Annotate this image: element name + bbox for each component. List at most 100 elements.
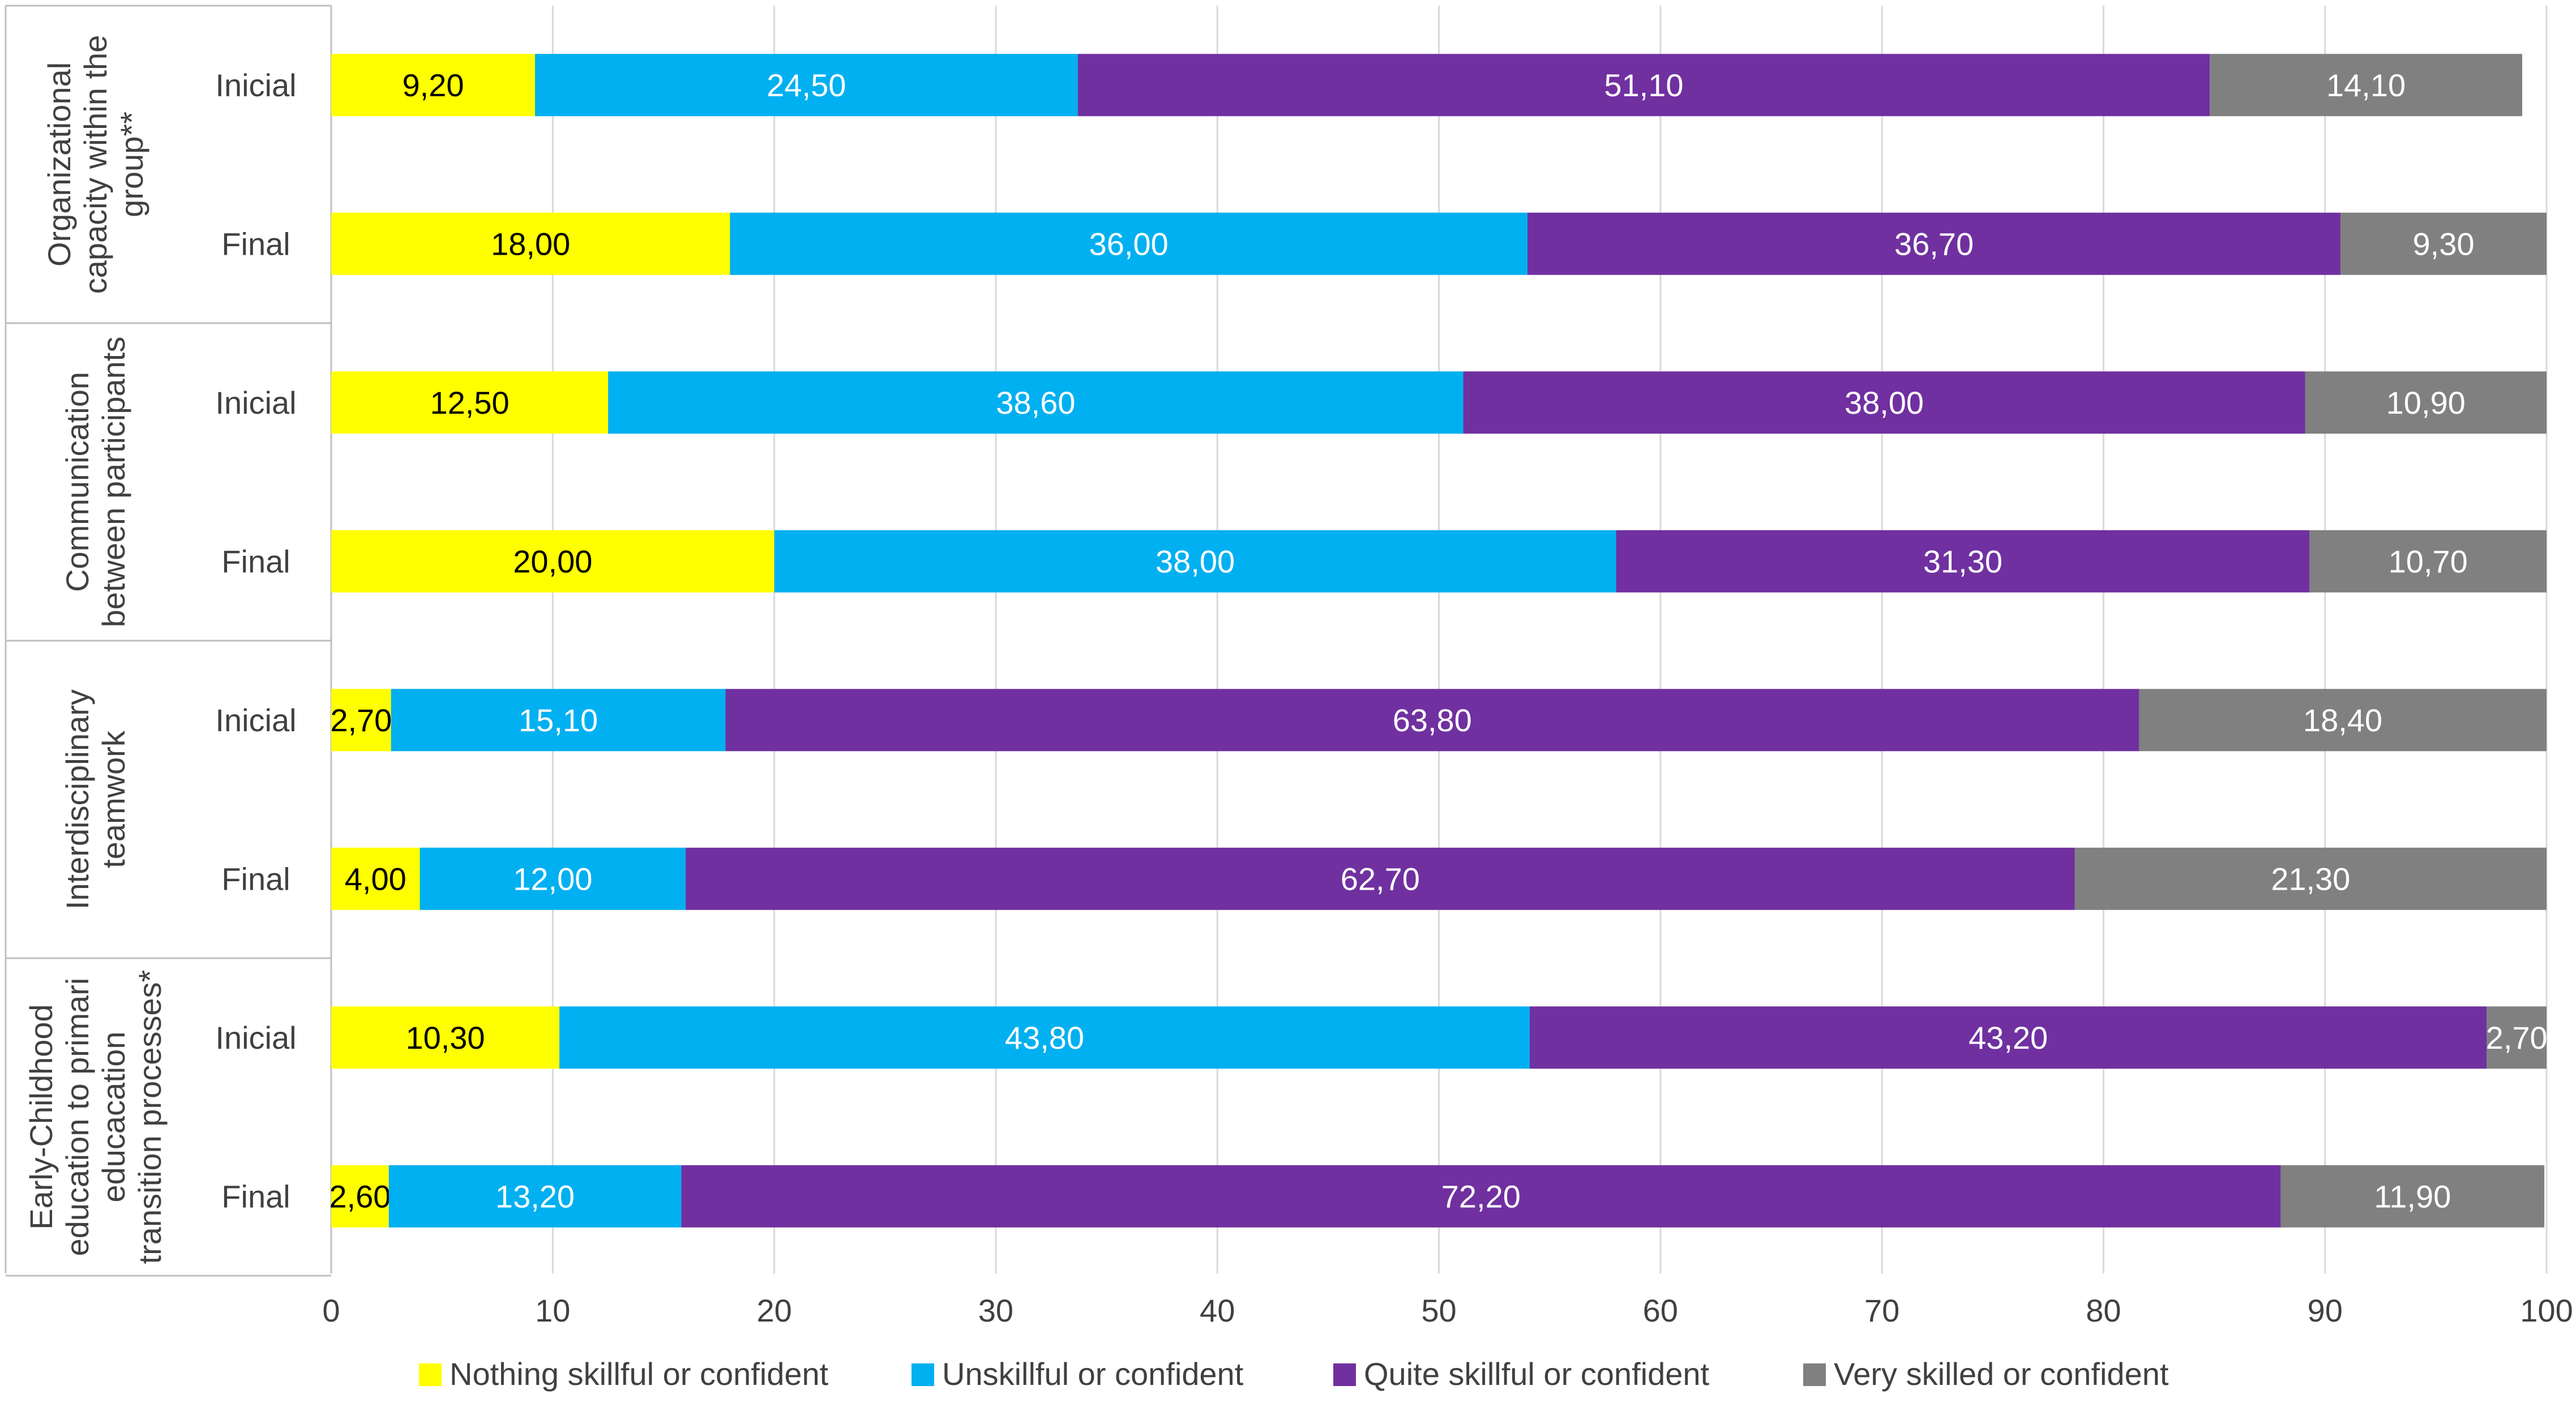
data-label: 38,00 (1845, 385, 1924, 421)
bar-segment (331, 689, 391, 752)
bar-segment (1463, 371, 2305, 434)
bar-segment (420, 847, 686, 910)
bar-segment (725, 689, 2139, 752)
x-tick-label: 60 (1643, 1293, 1678, 1328)
x-tick-label: 70 (1864, 1293, 1899, 1328)
x-axis-ticks: 0 10 20 30 40 50 60 70 80 90 100 (322, 1293, 2573, 1328)
group-label: Communicationbetween participants (59, 337, 131, 628)
bar-segment (331, 212, 730, 275)
bar-segment (559, 1006, 1530, 1069)
bar-segment (2210, 54, 2522, 117)
gridlines (551, 6, 2548, 1273)
data-label: 38,60 (996, 385, 1075, 421)
legend-label: Unskillful or confident (942, 1356, 1244, 1392)
data-label: 10,90 (2386, 385, 2466, 421)
data-label: 18,00 (491, 226, 570, 261)
data-label: 12,50 (430, 385, 509, 421)
bars: 9,20 24,50 51,10 14,10 18,00 36,00 36,70 9,30 12… (329, 54, 2548, 1228)
bar-segment (2487, 1006, 2547, 1069)
x-tick-label: 20 (756, 1293, 791, 1328)
bar-segment (686, 847, 2075, 910)
legend: Nothing skillful or confident Unskillful … (419, 1356, 2169, 1392)
row-label: Inicial (215, 67, 296, 103)
data-label: 2,60 (329, 1178, 391, 1214)
data-label: 24,50 (767, 67, 846, 103)
data-label: 31,30 (1923, 543, 2002, 579)
data-label: 9,30 (2413, 226, 2475, 261)
data-label: 11,90 (2374, 1178, 2451, 1214)
x-tick-label: 100 (2520, 1293, 2573, 1328)
data-label: 62,70 (1341, 861, 1420, 896)
group-label: Early-Childhoodeducation to primarieduca… (23, 970, 168, 1264)
row-label: Inicial (215, 1020, 296, 1056)
data-label: 4,00 (345, 861, 406, 896)
data-label: 38,00 (1156, 543, 1235, 579)
bar-segment (331, 1165, 389, 1228)
bar-segment (331, 530, 774, 593)
data-label: 10,30 (405, 1020, 485, 1056)
category-labels: Inicial Final Organizationalcapacity withi… (23, 35, 297, 1264)
row-label: Final (221, 543, 290, 579)
row-label: Final (221, 226, 290, 261)
bar-segment (391, 689, 726, 752)
row-label: Inicial (215, 702, 296, 738)
bar-segment (2280, 1165, 2545, 1228)
data-label: 15,10 (519, 702, 598, 738)
x-tick-label: 80 (2086, 1293, 2121, 1328)
x-tick-label: 0 (322, 1293, 340, 1328)
legend-swatch (419, 1363, 442, 1386)
bar-segment (331, 1006, 560, 1069)
bar-segment (534, 54, 1078, 117)
legend-swatch (1333, 1363, 1356, 1386)
data-label: 12,00 (513, 861, 592, 896)
data-label: 10,70 (2389, 543, 2468, 579)
bar-segment (1077, 54, 2210, 117)
bar-segment (331, 371, 609, 434)
x-tick-label: 30 (978, 1293, 1013, 1328)
group-label: Organizationalcapacity within thegroup** (41, 35, 149, 294)
data-label: 21,30 (2271, 861, 2350, 896)
bar-segment (1527, 212, 2341, 275)
row-label: Final (221, 861, 290, 896)
bar-segment (1529, 1006, 2487, 1069)
x-tick-label: 10 (535, 1293, 570, 1328)
bar-segment (1616, 530, 2310, 593)
legend-swatch (1803, 1363, 1826, 1386)
data-label: 36,00 (1089, 226, 1169, 261)
legend-label: Quite skillful or confident (1364, 1356, 1710, 1392)
data-label: 51,10 (1604, 67, 1683, 103)
bar-segment (2305, 371, 2547, 434)
group-label: Interdisciplinaryteamwork (59, 689, 131, 910)
row-label: Final (221, 1178, 290, 1214)
data-label: 14,10 (2326, 67, 2406, 103)
data-label: 63,80 (1393, 702, 1472, 738)
data-label: 2,70 (2486, 1020, 2548, 1056)
bar-segment (2139, 689, 2547, 752)
x-tick-label: 50 (1421, 1293, 1456, 1328)
x-tick-label: 40 (1200, 1293, 1235, 1328)
data-label: 43,80 (1005, 1020, 1084, 1056)
bar-segment (774, 530, 1616, 593)
data-label: 13,20 (495, 1178, 575, 1214)
data-label: 20,00 (513, 543, 592, 579)
data-label: 43,20 (1969, 1020, 2048, 1056)
bar-segment (2340, 212, 2547, 275)
data-label: 72,20 (1441, 1178, 1521, 1214)
bar-segment (2309, 530, 2547, 593)
legend-label: Nothing skillful or confident (450, 1356, 829, 1392)
x-tick-label: 90 (2308, 1293, 2343, 1328)
bar-segment (2074, 847, 2547, 910)
bar-segment (388, 1165, 682, 1228)
bar-segment (331, 54, 535, 117)
bar-segment (608, 371, 1464, 434)
legend-swatch (912, 1363, 934, 1386)
bar-segment (730, 212, 1528, 275)
bar-segment (331, 847, 420, 910)
data-label: 18,40 (2303, 702, 2382, 738)
data-label: 9,20 (402, 67, 464, 103)
data-label: 36,70 (1894, 226, 1974, 261)
data-label: 2,70 (330, 702, 392, 738)
bar-segment (681, 1165, 2281, 1228)
legend-label: Very skilled or confident (1834, 1356, 2169, 1392)
